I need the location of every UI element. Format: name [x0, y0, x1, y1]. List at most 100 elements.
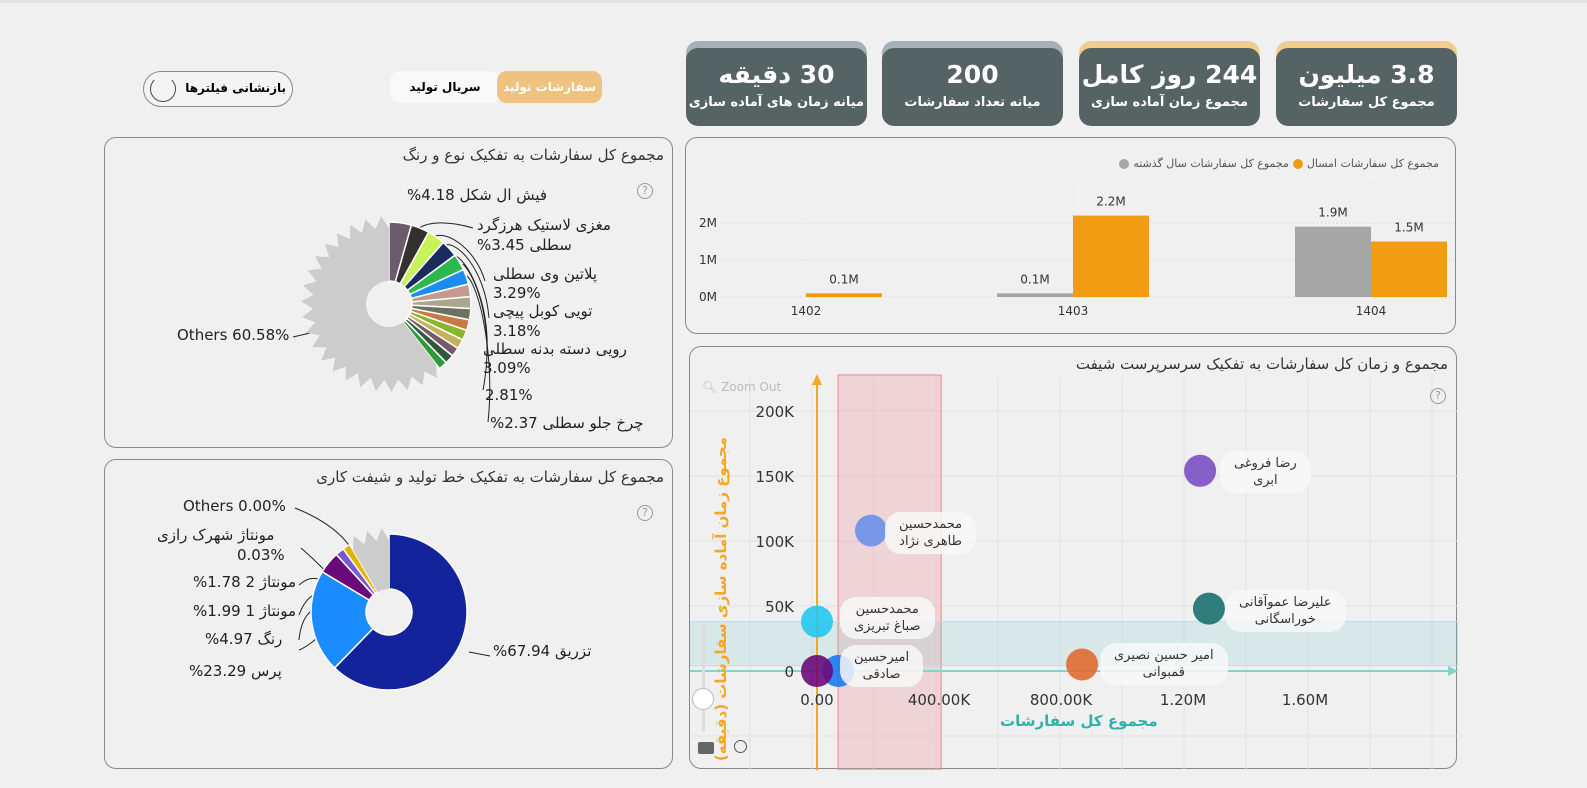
- bar: [1295, 226, 1371, 297]
- point-label: علیرضا عموآقانی خوراسگانی: [1225, 590, 1346, 632]
- kpi-value: 30 دقیقه: [718, 60, 835, 89]
- legend-dot-icon: [1119, 158, 1130, 169]
- pie-chart-type-color: [292, 216, 491, 423]
- data-label: 0.1M: [829, 272, 858, 286]
- highlight-band-x: [837, 374, 942, 770]
- zoom-out-button[interactable]: 🔍︎ Zoom Out: [702, 380, 781, 394]
- panel-title: مجموع و زمان کل سفارشات به تفکیک سرسرپرس…: [1075, 355, 1448, 373]
- pie-label-others: Others 60.58%: [177, 326, 290, 344]
- pie-label: Others 0.00%: [183, 497, 286, 515]
- pie-label: رویی دسته بدنه سطلی: [483, 340, 627, 358]
- zoom-slider[interactable]: [692, 622, 714, 732]
- pie-label: 2.81%: [485, 386, 533, 404]
- tab-production-orders[interactable]: سفارشات تولید: [497, 71, 602, 103]
- data-label: 2.2M: [1096, 195, 1125, 209]
- point-label: محمدحسین صباغ تبریزی: [840, 597, 935, 639]
- pie-label: مونتاژ 1 1.99%: [193, 602, 297, 620]
- legend-label[interactable]: مجموع کل سفارشات امسال: [1306, 157, 1439, 170]
- pie-slice: [333, 533, 468, 691]
- point-label-line: محمدحسین: [899, 517, 963, 532]
- point-label-line: امیرحسین: [854, 650, 910, 665]
- pie-slice: [310, 570, 375, 669]
- point-label-line: رضا فروغی: [1234, 456, 1297, 471]
- point-label-line: امیر حسین نصیری: [1114, 648, 1214, 663]
- pie-label: تویی کوبل پیچی: [493, 302, 593, 320]
- point-label-line: علیرضا عموآقانی: [1239, 595, 1332, 610]
- scatter-chart: 0 50K 100K 150K 200K 0.00 400.00K 800.00K 1.20M 1…: [690, 374, 1458, 770]
- bar: [1073, 215, 1149, 297]
- x-tick-label: 1402: [791, 304, 822, 318]
- y-tick-label: 0M: [699, 290, 717, 304]
- pie-slice: [402, 319, 448, 370]
- scatter-point: [1066, 648, 1099, 681]
- point-label-line: صباغ تبریزی: [854, 619, 921, 634]
- help-icon[interactable]: ?: [637, 183, 653, 199]
- slider-handle[interactable]: [692, 688, 714, 710]
- leader-line: [462, 263, 488, 391]
- pie-slice-others: [301, 216, 437, 392]
- data-label: 1.5M: [1394, 221, 1423, 235]
- point-label-line: صادقی: [862, 667, 901, 682]
- panel-title: مجموع کل سفارشات به تفکیک خط تولید و شیف…: [316, 468, 664, 486]
- kpi-median-setup-time: 30 دقیقه میانه زمان های آماده سازی: [686, 41, 867, 126]
- pie-line-shift-panel: مجموع کل سفارشات به تفکیک خط تولید و شیف…: [104, 459, 673, 769]
- pie-label: رنگ 4.97%: [205, 630, 283, 648]
- panel-title: مجموع کل سفارشات به تفکیک نوع و رنگ: [402, 146, 664, 164]
- scatter-panel: مجموع و زمان کل سفارشات به تفکیک سرسرپرس…: [689, 346, 1458, 770]
- reset-filters-button[interactable]: بازنشانی فیلترها: [143, 71, 293, 107]
- x-tick-label: 800.00K: [1030, 691, 1093, 709]
- tab-production-serial[interactable]: سریال تولید: [390, 71, 500, 103]
- bar-chart: 0M 1M 2M 1402 0.1M 1403 0.1M 2.2M 1404 1.9M 1.5M: [699, 183, 1457, 318]
- lasso-icon[interactable]: [734, 740, 747, 753]
- x-tick-label: 1404: [1356, 304, 1387, 318]
- chart-legend: مجموع کل سفارشات امسال مجموع کل سفارشات …: [1119, 157, 1439, 170]
- leader-line: [466, 275, 491, 423]
- leader-line: [416, 222, 474, 231]
- bar: [997, 293, 1073, 297]
- scatter-point: [801, 655, 833, 687]
- x-tick-label: 1.20M: [1160, 691, 1206, 709]
- pie-label: مغزی لاستیک هرزگرد: [477, 216, 611, 234]
- pie-label: 3.18%: [493, 322, 541, 340]
- point-label-line: طاهری نژاد: [899, 534, 962, 549]
- pie-label: پلاتین وی سطلی: [493, 265, 598, 283]
- pie-label: سطلی 3.45%: [477, 236, 572, 254]
- kpi-label: مجموع کل سفارشات: [1298, 95, 1435, 110]
- x-axis-title: مجموع کل سفارشات: [1000, 712, 1158, 730]
- kpi-total-orders: 3.8 میلیون مجموع کل سفارشات: [1276, 41, 1457, 126]
- bar: [806, 293, 882, 297]
- pie-label: 3.29%: [493, 284, 541, 302]
- pie-label: پرس 23.29%: [189, 662, 282, 680]
- fit-icon[interactable]: [698, 742, 714, 754]
- pie-label: مونتاژ 2 1.78%: [193, 573, 297, 591]
- point-label-line: ابری: [1253, 473, 1278, 488]
- y-axis-arrow-icon: [812, 374, 822, 385]
- y-tick-label: 200K: [756, 403, 796, 421]
- scatter-point: [854, 514, 887, 547]
- y-tick-label: 100K: [756, 533, 796, 551]
- x-axis-arrow-icon: [1448, 666, 1458, 676]
- help-icon[interactable]: ?: [637, 505, 653, 521]
- reset-label: بازنشانی فیلترها: [185, 81, 286, 95]
- pie-label: چرخ جلو سطلی 2.37%: [490, 414, 644, 432]
- legend-label[interactable]: مجموع کل سفارشات سال گذشته: [1133, 157, 1289, 170]
- help-icon[interactable]: ?: [1430, 388, 1446, 404]
- x-tick-label: 1.60M: [1282, 691, 1328, 709]
- y-tick-label: 2M: [699, 216, 717, 230]
- kpi-label: میانه زمان های آماده سازی: [688, 95, 865, 110]
- pie-label: مونتاژ شهرک رازی: [157, 526, 275, 544]
- x-tick-label: 400.00K: [908, 691, 971, 709]
- pie-type-color-panel: مجموع کل سفارشات به تفکیک نوع و رنگ ? فی…: [104, 137, 673, 448]
- point-label: رضا فروغی ابری: [1220, 451, 1311, 493]
- pie-label: 3.09%: [483, 359, 531, 377]
- x-tick-label: 0.00: [800, 691, 833, 709]
- kpi-total-setup-time: 244 روز کامل مجموع زمان آماده سازی: [1079, 41, 1260, 126]
- zoom-out-label: Zoom Out: [721, 380, 782, 394]
- y-axis-title: مجموع زمان آماده سازی سفارشات (دقیقه): [712, 437, 730, 762]
- y-tick-label: 0: [784, 663, 794, 681]
- zoom-out-icon: 🔍︎: [702, 380, 718, 394]
- leader-line: [442, 244, 490, 319]
- leader-line: [468, 651, 491, 657]
- y-tick-label: 50K: [765, 598, 795, 616]
- pie-label: 0.03%: [237, 546, 285, 564]
